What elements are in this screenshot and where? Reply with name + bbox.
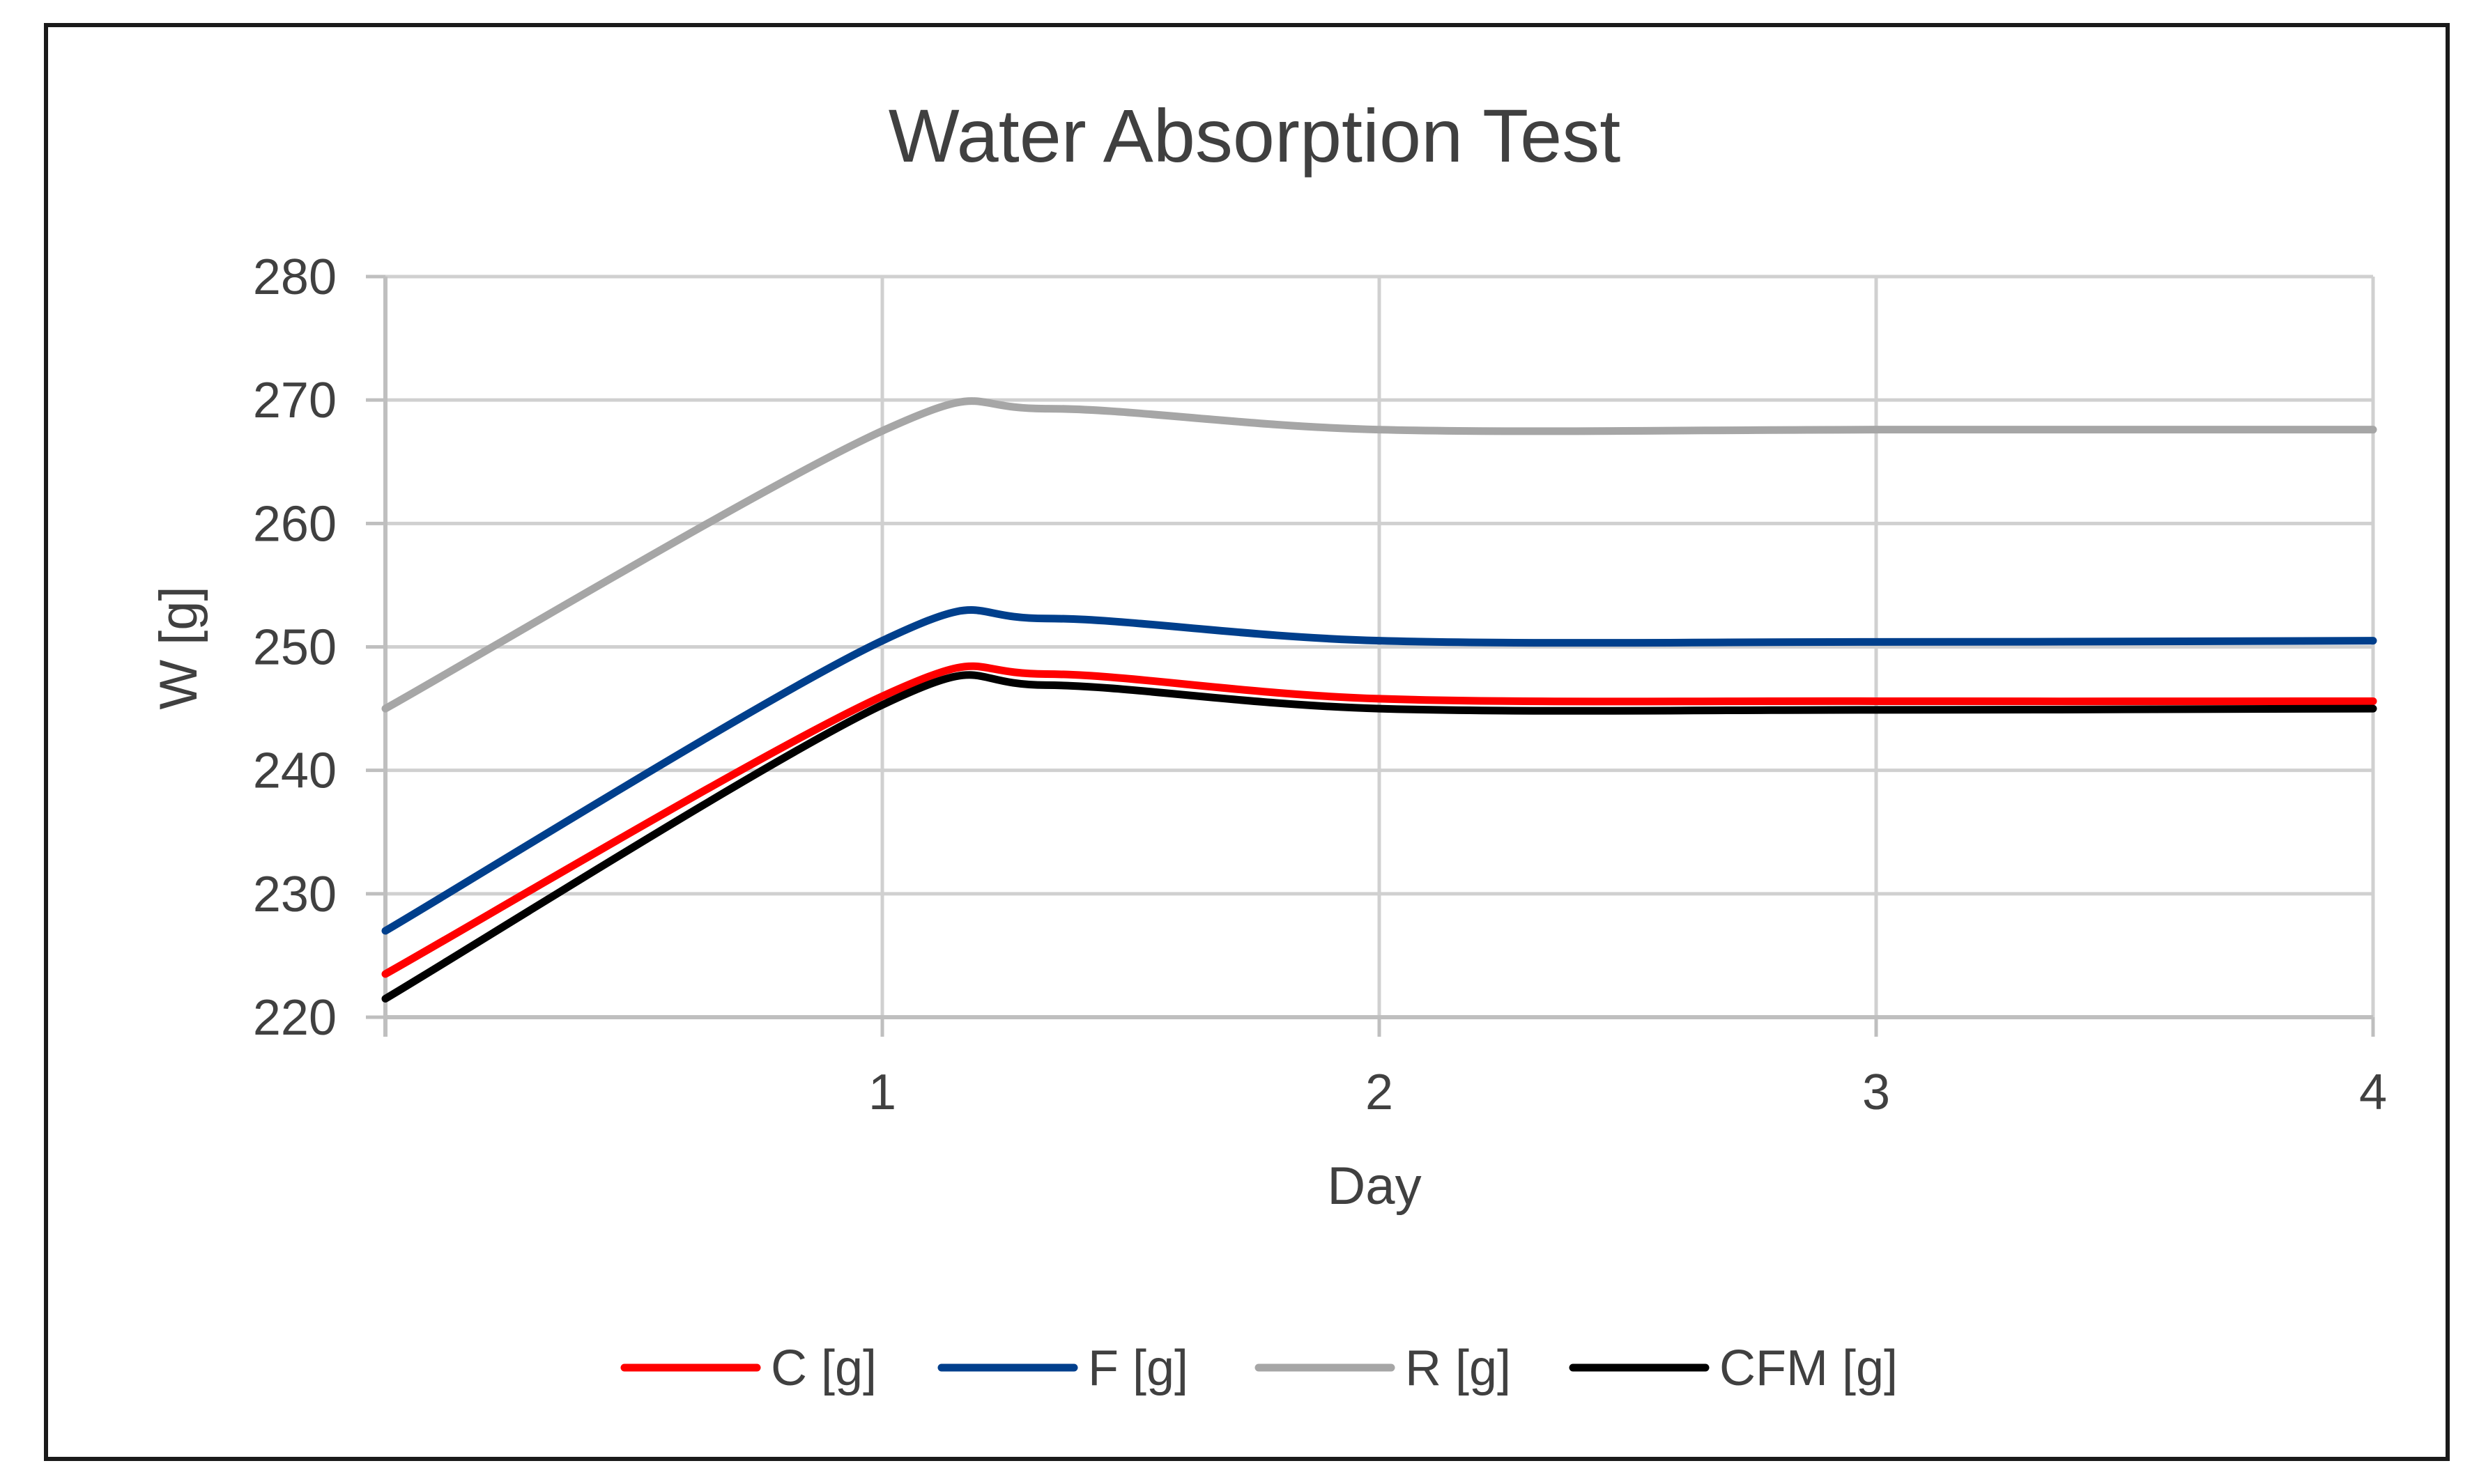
chart-border: [44, 23, 2450, 1461]
legend-item-f: F [g]: [937, 1340, 1188, 1396]
x-tick-label: 2: [1365, 1065, 1393, 1120]
y-tick-label: 230: [253, 867, 337, 922]
series-layer: [381, 397, 2377, 1003]
x-axis-label: Day: [1327, 1157, 1421, 1216]
legend-item-cfm: CFM [g]: [1569, 1340, 1898, 1396]
legend-label: CFM [g]: [1719, 1340, 1898, 1396]
series-line-r: [381, 397, 2377, 713]
chart-title: Water Absorption Test: [889, 93, 1621, 178]
legend-item-c: C [g]: [620, 1340, 877, 1396]
tick-label-layer: 220 230 240 250 260 270 280 1 2 3 4: [253, 249, 2387, 1120]
series-line-c: [381, 662, 2377, 978]
y-tick-label: 220: [253, 990, 337, 1046]
series-line-f: [381, 606, 2377, 935]
x-tick-label: 4: [2359, 1065, 2387, 1120]
y-tick-label: 250: [253, 620, 337, 676]
x-tick-label: 3: [1862, 1065, 1890, 1120]
legend-item-r: R [g]: [1254, 1340, 1511, 1396]
legend-label: R [g]: [1405, 1340, 1511, 1396]
legend: C [g] F [g] R [g] CFM [g]: [620, 1340, 1898, 1396]
y-tick-label: 240: [253, 743, 337, 799]
legend-label: F [g]: [1088, 1340, 1188, 1396]
y-axis-label: W [g]: [149, 586, 208, 709]
axis-layer: [366, 275, 2375, 1037]
y-tick-label: 270: [253, 373, 337, 428]
y-tick-label: 280: [253, 249, 337, 305]
legend-label: C [g]: [771, 1340, 877, 1396]
y-tick-label: 260: [253, 496, 337, 552]
series-line-cfm: [381, 671, 2377, 1003]
grid-layer: [385, 275, 2375, 1019]
x-tick-label: 1: [868, 1065, 896, 1120]
